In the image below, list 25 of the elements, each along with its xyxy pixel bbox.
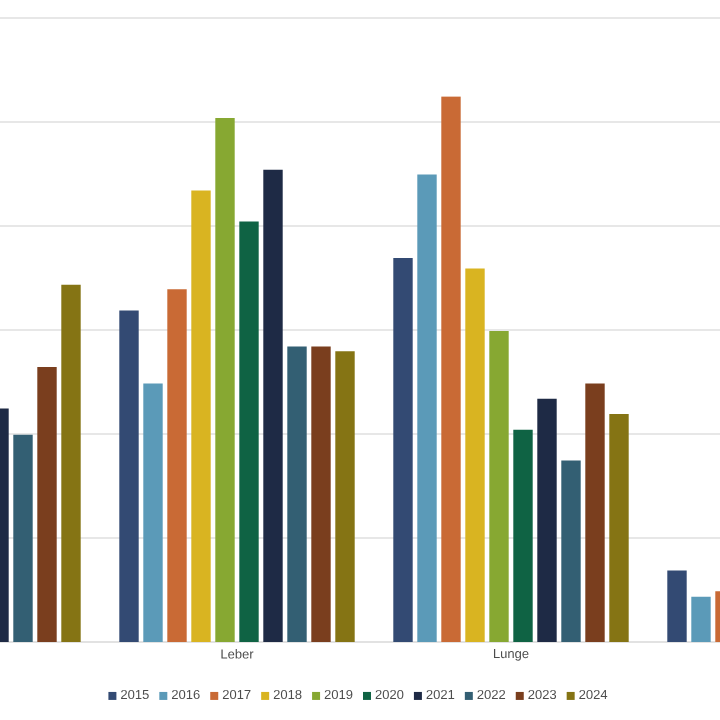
bar	[441, 96, 461, 643]
bar	[465, 268, 485, 643]
bar	[393, 258, 413, 643]
bar	[417, 174, 437, 643]
bar	[143, 383, 163, 643]
bar	[215, 117, 235, 643]
bar	[61, 284, 81, 643]
bar	[13, 434, 33, 643]
bar	[239, 221, 259, 643]
bar	[691, 596, 711, 643]
bar	[489, 331, 509, 643]
bar	[119, 310, 139, 643]
bar	[263, 169, 283, 643]
bar	[537, 398, 557, 643]
bar	[561, 460, 581, 643]
bar	[609, 414, 629, 643]
bar	[667, 570, 687, 643]
bar	[335, 351, 355, 643]
bar	[311, 346, 331, 643]
bar	[191, 190, 211, 643]
bar	[167, 289, 187, 643]
bar	[287, 346, 307, 643]
bar	[37, 367, 57, 643]
bar	[585, 383, 605, 643]
bar	[513, 429, 533, 643]
